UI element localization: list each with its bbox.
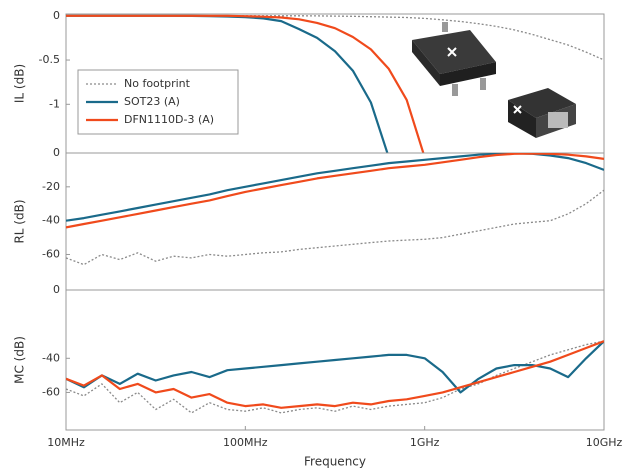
y-tick-label: 0 — [53, 9, 60, 22]
panel-frame — [65, 289, 605, 431]
y-tick-label: -1 — [49, 97, 60, 110]
series-line — [66, 340, 604, 414]
series-line — [66, 14, 425, 153]
panel-frame — [65, 152, 605, 291]
series-group — [66, 153, 604, 266]
series-group — [66, 340, 604, 414]
series-line — [66, 189, 604, 266]
y-axis-label: MC (dB) — [13, 336, 27, 384]
series-line — [66, 153, 604, 222]
y-tick-label: 0 — [53, 146, 60, 159]
y-tick-label: -60 — [42, 385, 60, 398]
legend-label: SOT23 (A) — [124, 95, 180, 108]
legend-label: DFN1110D-3 (A) — [124, 113, 214, 126]
legend: No footprint SOT23 (A) DFN1110D-3 (A) — [77, 69, 239, 135]
x-tick-label: 100MHz — [223, 436, 268, 449]
y-axis-label: RL (dB) — [13, 199, 27, 243]
package-images — [412, 22, 576, 138]
series-line — [66, 340, 604, 409]
series-line — [66, 153, 604, 229]
y-tick-label: -40 — [42, 351, 60, 364]
y-tick-label: 0 — [53, 283, 60, 296]
y-tick-label: -60 — [42, 247, 60, 260]
x-tick-label: 1GHz — [410, 436, 440, 449]
y-tick-label: -0.5 — [39, 53, 60, 66]
y-axis-label: IL (dB) — [13, 64, 27, 103]
y-tick-label: -20 — [42, 180, 60, 193]
series-line — [66, 15, 604, 61]
x-axis-label: Frequency — [304, 455, 366, 469]
series-line — [66, 340, 604, 394]
x-tick-label: 10GHz — [586, 436, 623, 449]
y-tick-label: -40 — [42, 214, 60, 227]
legend-label: No footprint — [124, 77, 191, 90]
series-group — [66, 14, 604, 153]
x-tick-label: 10MHz — [47, 436, 85, 449]
